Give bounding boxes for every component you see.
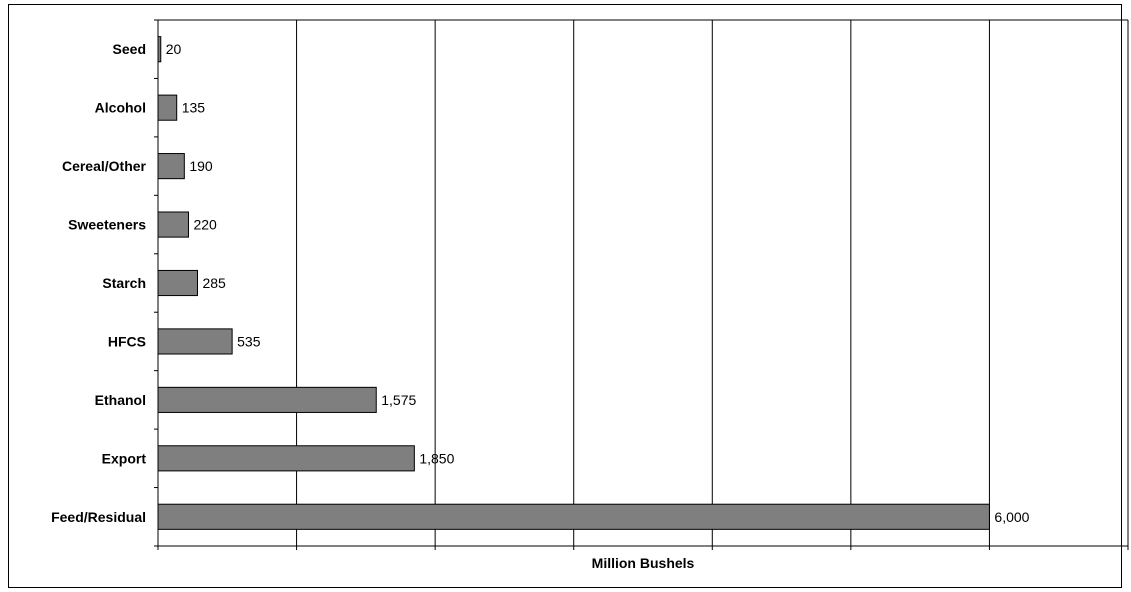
axes	[154, 19, 1129, 550]
category-label-sweeteners: Sweeteners	[68, 217, 146, 233]
bar-sweeteners	[157, 211, 189, 238]
value-label-starch: 285	[202, 275, 226, 291]
labels: Seed 20 Alcohol 135 Cereal/Other 190 Sweetener…	[51, 41, 1030, 525]
value-label-export: 1,850	[419, 450, 454, 466]
category-label-export: Export	[102, 450, 147, 466]
category-label-feed-residual: Feed/Residual	[51, 509, 146, 525]
category-label-seed: Seed	[113, 41, 146, 57]
value-label-seed: 20	[166, 41, 182, 57]
category-label-starch: Starch	[102, 275, 146, 291]
bar-feed-residual	[157, 503, 990, 530]
bar-hfcs	[157, 328, 233, 355]
bar-cereal-other	[157, 153, 185, 180]
x-axis-title: Million Bushels	[592, 555, 695, 571]
value-label-sweeteners: 220	[193, 217, 217, 233]
bar-starch	[157, 269, 198, 297]
category-label-hfcs: HFCS	[108, 333, 146, 349]
value-label-hfcs: 535	[237, 333, 261, 349]
value-label-feed-residual: 6,000	[994, 509, 1029, 525]
value-label-cereal-other: 190	[189, 158, 213, 174]
bars	[157, 36, 990, 530]
bar-ethanol	[157, 386, 377, 413]
category-label-cereal-other: Cereal/Other	[62, 158, 147, 174]
value-label-alcohol: 135	[182, 100, 206, 116]
bar-export	[157, 445, 415, 472]
category-label-ethanol: Ethanol	[95, 392, 146, 408]
bar-alcohol	[157, 94, 178, 121]
value-label-ethanol: 1,575	[381, 392, 416, 408]
category-label-alcohol: Alcohol	[95, 100, 146, 116]
